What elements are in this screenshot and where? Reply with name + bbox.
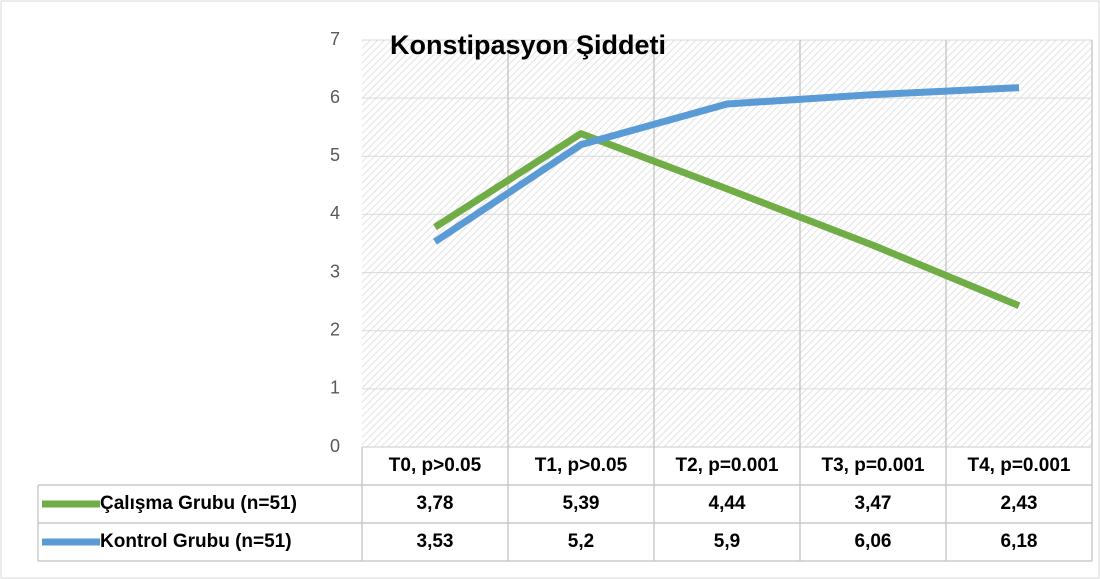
table-value: 6,18 (1001, 531, 1038, 552)
legend-label: Kontrol Grubu (n=51) (100, 531, 292, 552)
chart-title: Konstipasyon Şiddeti (390, 30, 666, 60)
table-value: 5,2 (568, 531, 594, 552)
series-line (433, 130, 1021, 309)
table-value: 6,06 (855, 531, 892, 552)
y-tick-label: 1 (330, 378, 340, 398)
x-tick-label: T1, p>0.05 (535, 455, 628, 476)
legend-label: Çalışma Grubu (n=51) (100, 493, 297, 514)
table-value: 3,78 (417, 493, 454, 514)
y-tick-label: 7 (330, 29, 340, 49)
x-tick-label: T4, p=0.001 (968, 455, 1071, 476)
table-value: 4,44 (709, 493, 746, 514)
y-tick-label: 4 (330, 203, 340, 223)
x-tick-label: T2, p=0.001 (676, 455, 779, 476)
table-value: 3,53 (417, 531, 454, 552)
y-tick-label: 3 (330, 261, 340, 281)
x-tick-label: T0, p>0.05 (389, 455, 482, 476)
y-tick-label: 5 (330, 145, 340, 165)
x-tick-label: T3, p=0.001 (822, 455, 925, 476)
series-line (433, 84, 1020, 245)
y-tick-label: 2 (330, 319, 340, 339)
y-tick-label: 0 (330, 436, 340, 456)
table-value: 5,39 (563, 493, 600, 514)
y-tick-label: 6 (330, 87, 340, 107)
plot-area (362, 40, 1092, 447)
table-value: 3,47 (855, 493, 892, 514)
table-value: 5,9 (714, 531, 740, 552)
table-value: 2,43 (1001, 493, 1038, 514)
